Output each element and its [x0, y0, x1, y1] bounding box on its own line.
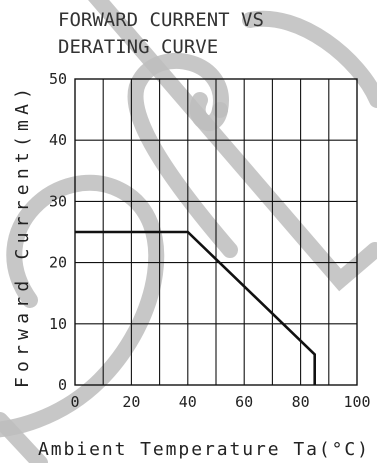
chart-title-line1: FORWARD CURRENT VS [58, 9, 264, 31]
chart-title-line2: DERATING CURVE [58, 36, 218, 58]
y-tick-label: 50 [49, 70, 67, 88]
chart-series [75, 230, 317, 385]
x-tick-label: 60 [235, 393, 253, 411]
y-axis-label: Forward Current(mA) [12, 88, 33, 388]
y-tick-label: 30 [49, 192, 67, 210]
chart-ticks: 0 20 40 60 80 100 0 10 20 30 40 50 [49, 70, 371, 411]
y-tick-label: 0 [58, 376, 67, 394]
x-tick-label: 0 [70, 393, 79, 411]
chart-grid [74, 78, 358, 386]
y-tick-label: 10 [49, 315, 67, 333]
x-tick-label: 80 [292, 393, 310, 411]
x-tick-label: 40 [179, 393, 197, 411]
x-tick-label: 100 [343, 393, 370, 411]
x-tick-label: 20 [122, 393, 140, 411]
x-axis-label: Ambient Temperature Ta(°C) [38, 439, 368, 460]
derating-curve-line [75, 230, 317, 385]
y-tick-label: 20 [49, 254, 67, 272]
y-tick-label: 40 [49, 131, 67, 149]
